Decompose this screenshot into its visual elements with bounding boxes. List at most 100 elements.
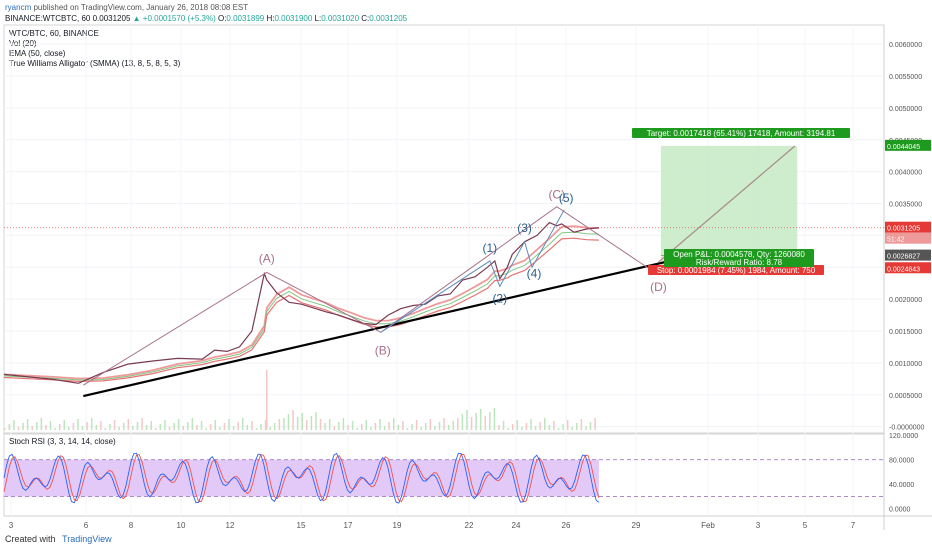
stop-label: Stop: 0.0001984 (7.45%) 1984, Amount: 75… [648,265,824,275]
volume-bar [493,408,496,430]
stoch-rsi-pane [3,452,884,504]
legend-volume[interactable]: Vol (20) [9,39,37,48]
volume-bar [90,418,93,430]
volume-bar [86,422,88,430]
volume-bar [219,427,221,430]
x-tick-label: 26 [562,521,571,530]
volume-bar [530,419,532,430]
x-tick-label: Feb [701,521,715,530]
target-label-bg [632,128,850,138]
low-label: L: [314,14,322,23]
stop-label-text: Stop: 0.0001984 (7.45%) 1984, Amount: 75… [657,266,816,275]
volume-bar [132,426,134,430]
x-tick-label: 22 [465,521,474,530]
publisher-link[interactable]: ryancm [5,3,32,12]
y-tick-label: 0.0050000 [889,106,922,113]
close-value: 0.0031205 [369,14,408,23]
volume-bar [145,425,148,430]
volume-bar [470,417,473,430]
volume-bar [104,428,107,430]
axis-stop-text: 0.0024843 [887,266,920,273]
rsi-tick-label: 40.0000 [889,482,914,489]
impulse-label: (5) [559,191,574,205]
volume-bar [36,422,38,430]
y-tick-label: 0.0015000 [889,329,922,336]
volume-bar [45,425,47,430]
legend-alligator[interactable]: True Williams Alligator (SMMA) (13, 8, 5… [9,59,181,68]
time-axis[interactable]: 3 6 8 10 12 15 17 19 22 24 26 29 Feb 3 5 7 [9,521,856,530]
wave-label: (B) [375,343,391,357]
volume-bar [489,412,491,430]
volume-bar [191,418,194,430]
x-tick-label: 5 [803,521,808,530]
y-tick-label: -0.0000000 [889,425,925,432]
volume-bar [374,423,377,430]
volume-bar [511,424,514,430]
volume-bar [232,426,235,430]
x-tick-label: 6 [84,521,89,530]
x-tick-label: 3 [9,521,14,530]
volume-bar [315,412,317,430]
volume-bar [534,426,537,430]
volume-bar [397,425,400,430]
legend-ema[interactable]: EMA (50, close) [9,49,66,58]
volume-bar [356,428,358,430]
low-value: 0.0031020 [321,14,360,23]
indicator-legend: WTC/BTC, 60, BINANCE Vol (20) EMA (50, c… [9,29,180,69]
volume-bar [411,424,413,430]
volume-bar [95,425,98,430]
volume-bar [264,420,267,430]
price-axis[interactable]: 0.00600000.00550000.00500000.00450000.00… [885,42,931,514]
x-tick-label: 12 [226,521,235,530]
volume-bar [164,420,166,430]
wave-label: (C) [548,188,565,202]
volume-bar [287,414,290,430]
volume-bar [466,410,468,430]
volume-bar [127,419,130,430]
rsi-tick-label: 80.0000 [889,458,914,465]
volume-bar [525,423,528,430]
target-label-text: Target: 0.0017418 (65.41%) 17418, Amount… [647,129,836,138]
volume-bar [113,420,116,430]
volume-bar [26,419,29,430]
volume-bar [77,419,79,430]
x-tick-label: 3 [756,521,761,530]
last-price: 0.0031205 [92,14,131,23]
axis-countdown-bg [885,232,931,244]
legend-symbol[interactable]: WTC/BTC, 60, BINANCE [9,29,99,38]
tradingview-logo[interactable]: TradingView [62,534,112,544]
volume-bar [479,409,482,430]
x-tick-label: 7 [851,521,856,530]
volume-bar [296,417,299,430]
rsi-legend[interactable]: Stoch RSI (3, 3, 14, 14, close) [9,437,116,446]
volume-bar [392,418,395,430]
volume-bar [484,416,487,430]
volume-bar [544,418,546,430]
x-tick-label: 29 [632,521,641,530]
chart-header: ryancm published on TradingView.com, Jan… [0,0,932,24]
volume-bar [383,426,386,430]
y-tick-label: 0.0040000 [889,170,922,177]
volume-bar [200,421,203,430]
volume-bar [447,425,450,430]
projection-line [658,145,796,263]
rsi-band [4,459,599,497]
volume-bar [4,428,6,430]
price-change: ▲ +0.0001570 (+5.3%) [132,14,216,23]
volume-bar [8,424,11,430]
open-value: 0.0031899 [226,14,265,23]
volume-bar [576,423,578,430]
volume-bar [159,424,162,430]
volume-bar [425,423,427,430]
volume-bar [553,421,555,430]
volume-bar [420,427,422,430]
y-tick-label: 0.0035000 [889,202,922,209]
rsi-tick-label: 120.0000 [889,433,918,440]
volume-bar [241,418,244,430]
volume-bar [274,423,276,430]
volume-bar [173,423,175,430]
volume-bar [498,425,500,430]
axis-countdown: 51:42 [885,232,931,244]
footer: Created with TradingView [5,534,112,544]
